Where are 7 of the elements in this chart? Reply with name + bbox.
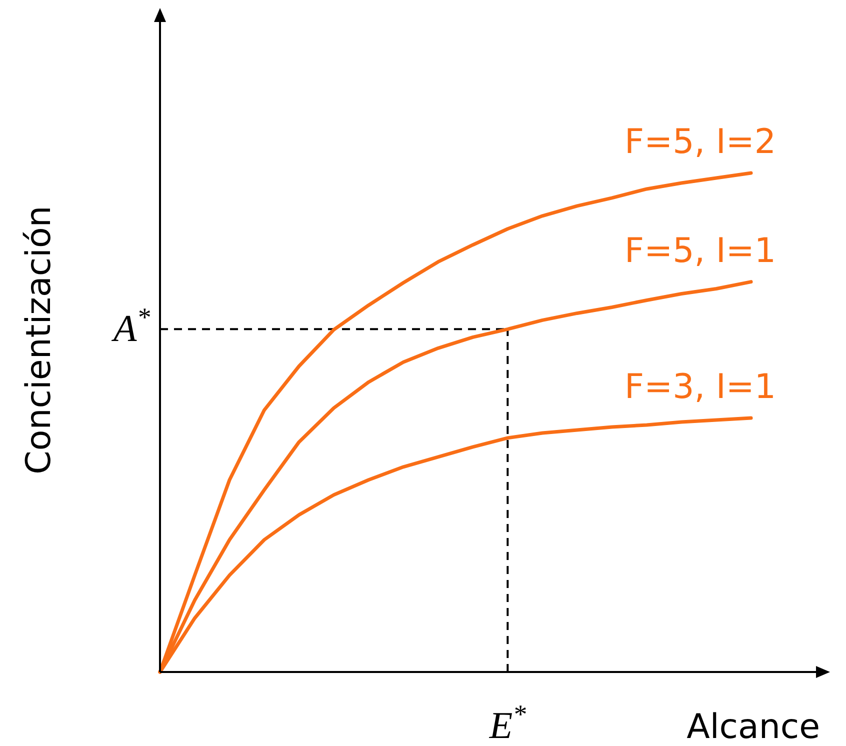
series-label: F=5, I=2 [624,122,776,162]
text: E$^{*}$ [488,699,527,746]
series-label: F=3, I=1 [624,367,776,408]
x-axis-title: Alcance [686,707,820,746]
series-label: F=5, I=1 [624,230,776,271]
y-axis-title: Concientización [19,206,59,474]
ref-line-label: A$^{*}$ [110,302,151,350]
